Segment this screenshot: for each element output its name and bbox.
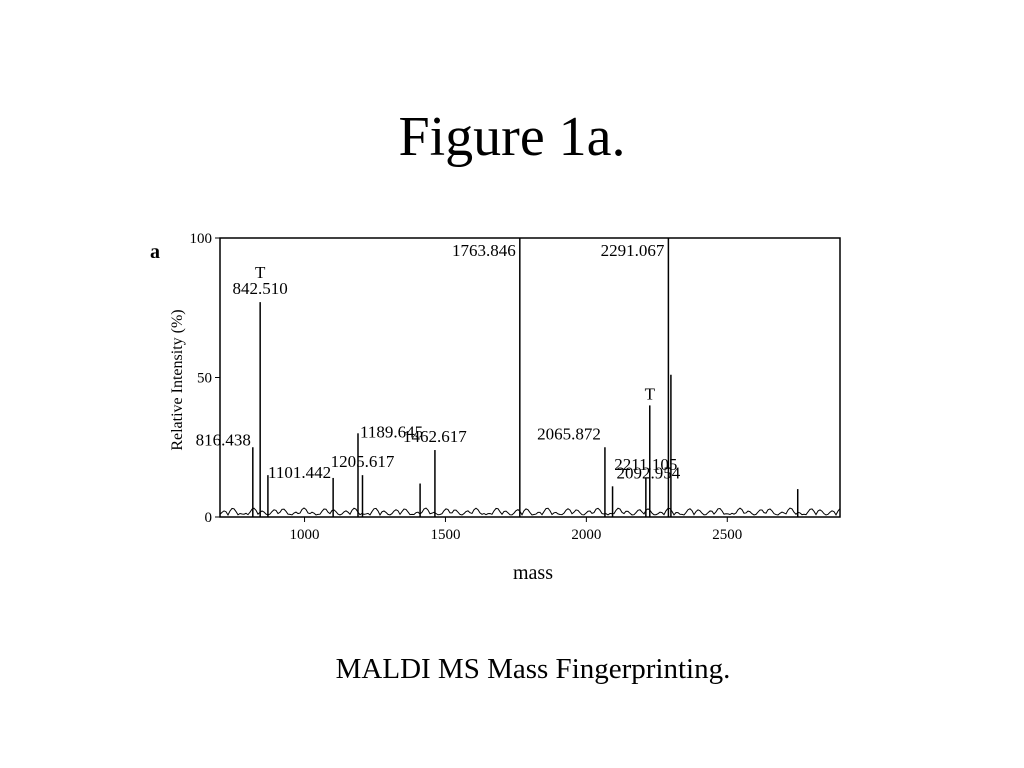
peak-label: 1101.442 [268, 463, 331, 482]
slide-title: Figure 1a. [398, 106, 625, 168]
peak-label: 2065.872 [537, 424, 601, 443]
peak-annotation: T [645, 384, 656, 403]
x-tick-label: 2500 [712, 527, 742, 543]
y-tick-label: 100 [190, 231, 213, 247]
caption: MALDI MS Mass Fingerprinting. [336, 653, 731, 685]
x-tick-label: 1000 [290, 527, 320, 543]
peak-label: 842.510 [233, 279, 288, 298]
y-axis-label: Relative Intensity (%) [169, 309, 186, 450]
peak-label: 2092.954 [617, 463, 681, 482]
peak-label: 2211.105 [614, 455, 677, 474]
peak-label: 816.438 [196, 430, 251, 449]
baseline-noise [219, 507, 841, 516]
peak-annotation: T [255, 263, 266, 282]
panel-label: a [150, 241, 160, 263]
y-tick-label: 0 [205, 510, 213, 526]
x-tick-label: 2000 [571, 527, 601, 543]
x-axis-label: mass [513, 562, 553, 584]
peak-label: 2291.067 [601, 241, 665, 260]
x-tick-label: 1500 [430, 527, 460, 543]
peak-label: 1462.617 [403, 427, 467, 446]
peak-label: 1189.645 [360, 422, 423, 441]
peak-label: 1763.846 [452, 241, 516, 260]
peak-label: 1205.617 [331, 452, 395, 471]
y-tick-label: 50 [197, 371, 212, 387]
